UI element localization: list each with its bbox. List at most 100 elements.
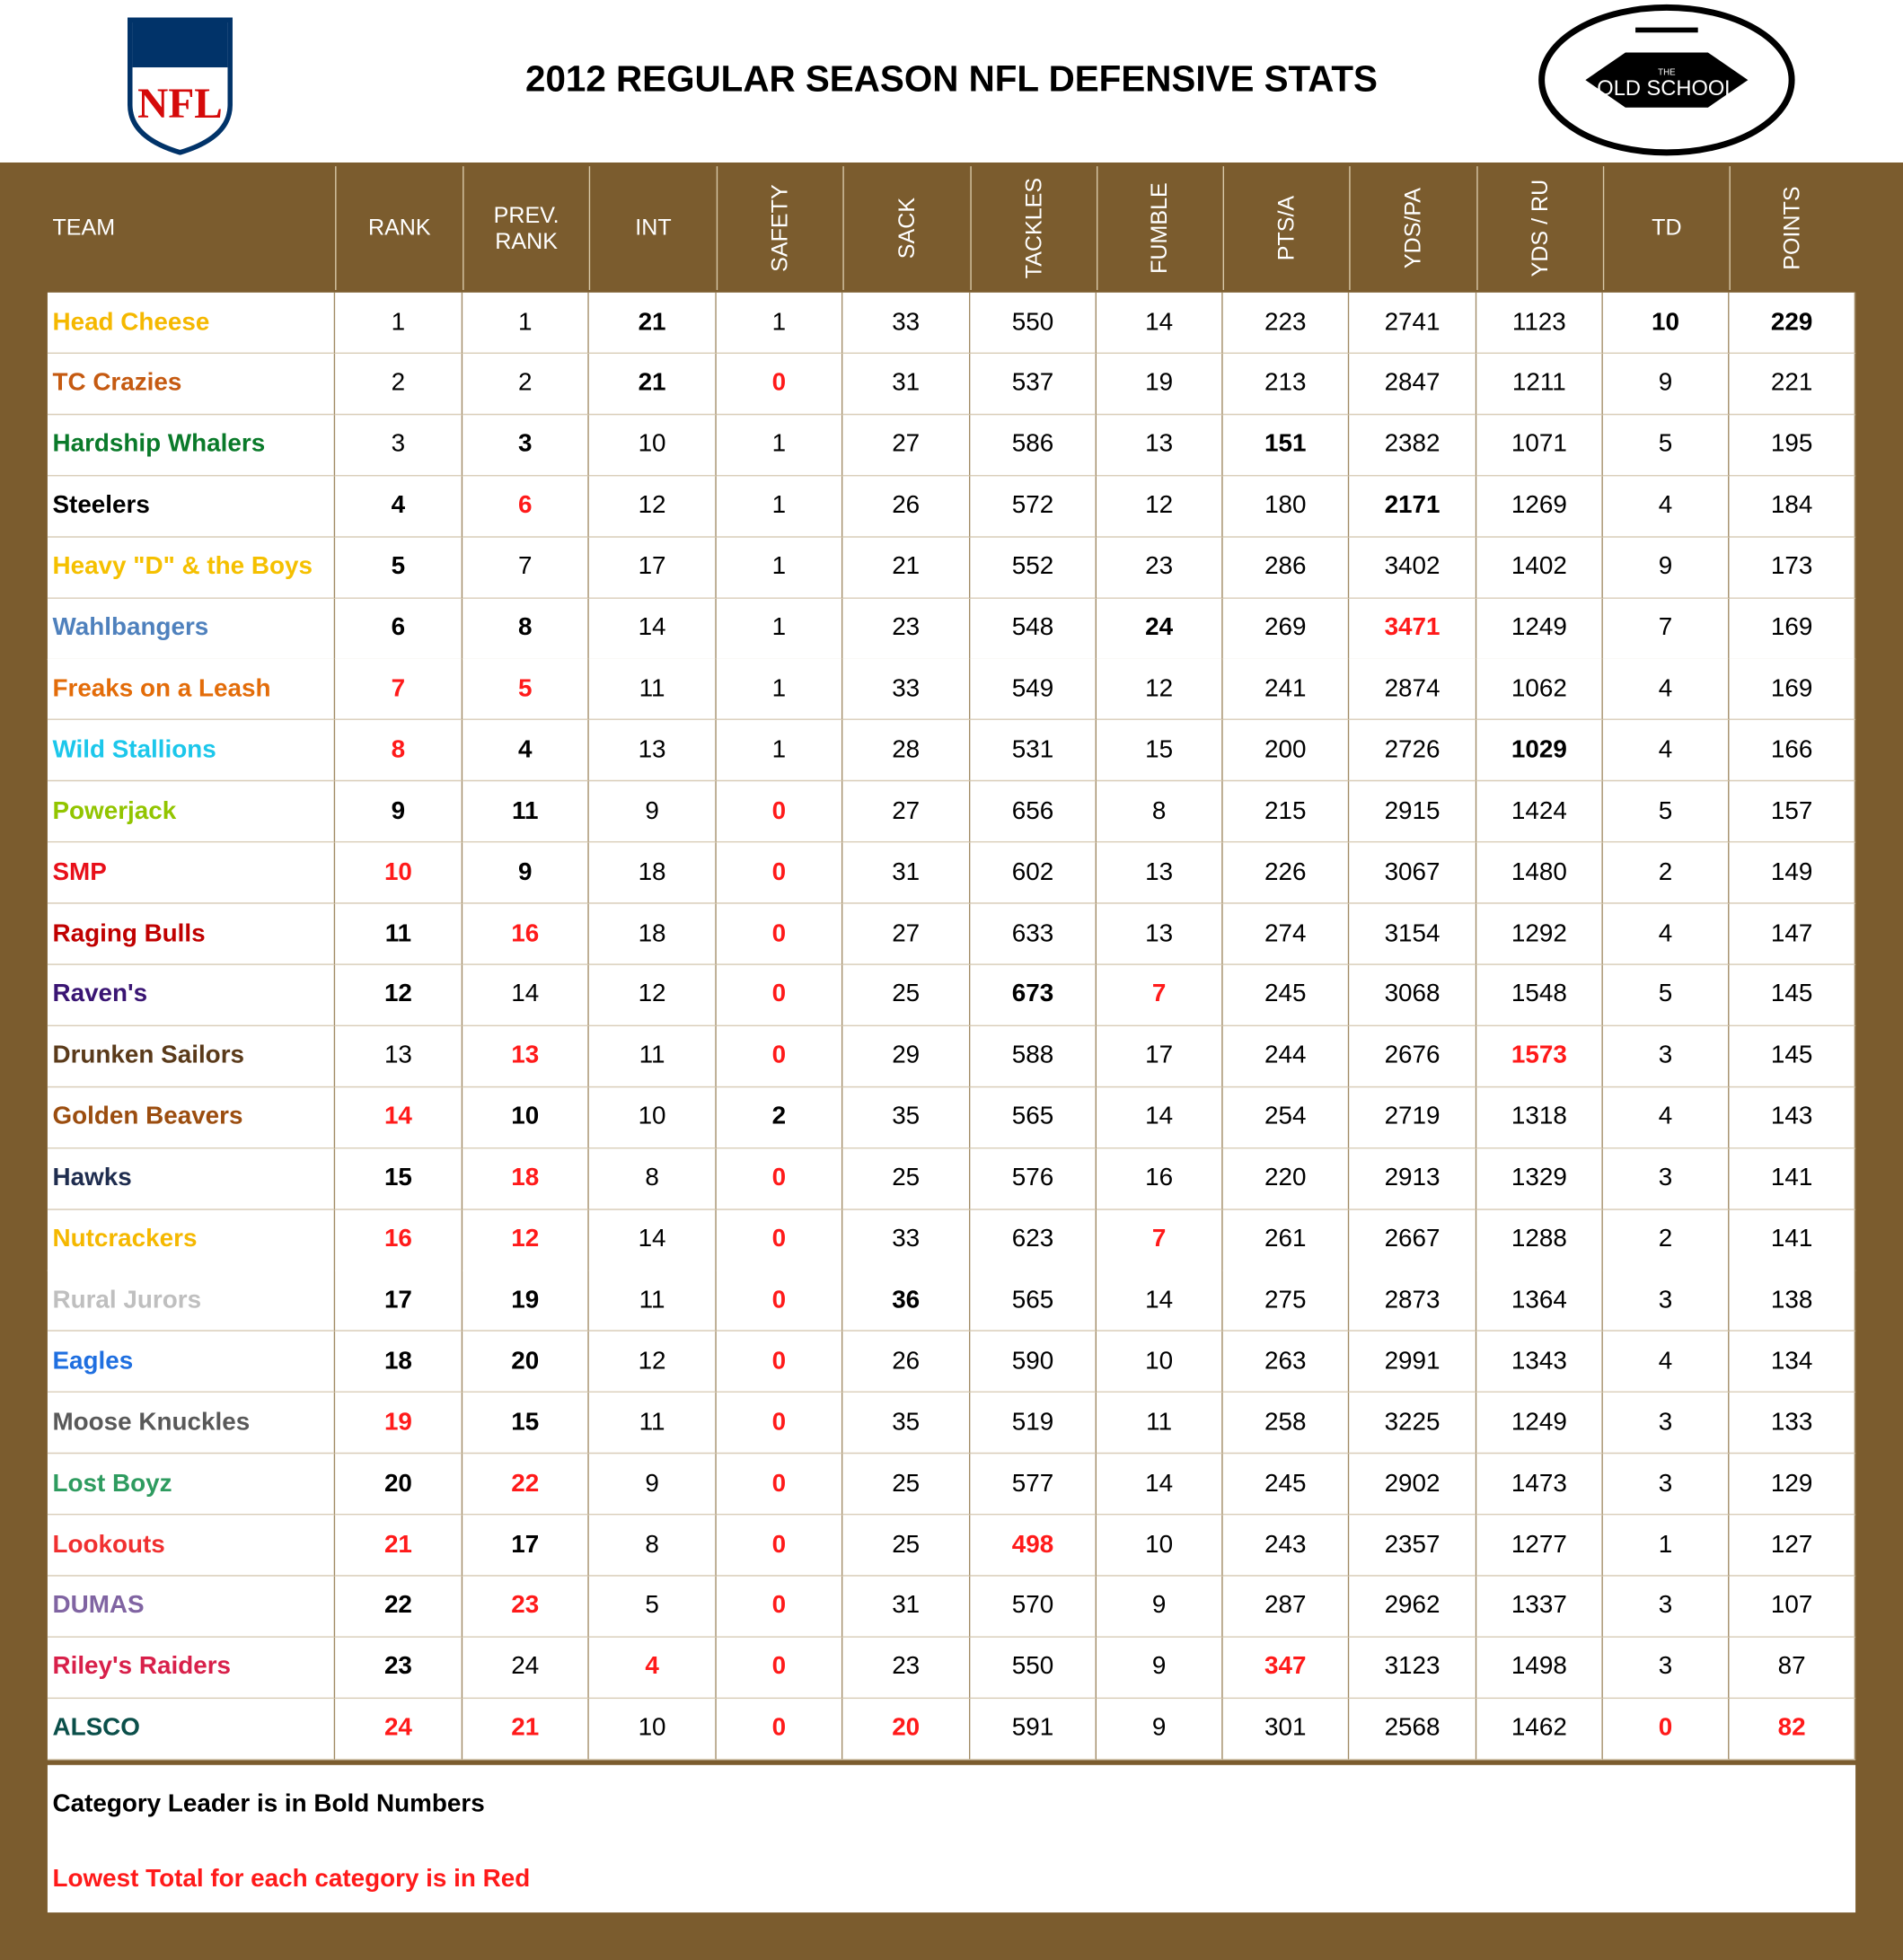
stat-cell: 9: [1097, 1637, 1223, 1699]
stat-cell: 12: [1097, 476, 1223, 538]
stat-cell: 8: [588, 1515, 717, 1577]
stat-cell: 577: [970, 1454, 1097, 1516]
stat-cell: 9: [1602, 537, 1730, 599]
stat-cell: 2847: [1349, 353, 1477, 416]
stat-cell: 0: [716, 1698, 843, 1760]
stat-cell: 15: [463, 1393, 589, 1455]
team-name: Powerjack: [47, 781, 336, 843]
stat-cell: 7: [1097, 964, 1223, 1026]
stat-cell: 15: [335, 1147, 463, 1210]
stat-cell: 13: [335, 1025, 463, 1087]
col-header: YDS/PA: [1349, 166, 1476, 290]
stat-cell: 12: [588, 1332, 717, 1393]
stat-cell: 2676: [1349, 1025, 1477, 1087]
stat-cell: 21: [842, 537, 971, 599]
stat-cell: 11: [588, 659, 717, 721]
stat-cell: 21: [463, 1698, 589, 1760]
stat-cell: 184: [1729, 476, 1856, 538]
stat-cell: 107: [1729, 1576, 1856, 1638]
stat-cell: 11: [588, 1270, 717, 1332]
col-header-text: PTS/A: [1273, 195, 1299, 261]
stat-cell: 498: [970, 1515, 1097, 1577]
stat-cell: 269: [1222, 598, 1350, 660]
stat-cell: 1071: [1476, 414, 1603, 477]
stat-cell: 8: [335, 720, 463, 782]
stat-cell: 5: [1602, 964, 1730, 1026]
col-header: TD: [1602, 166, 1730, 290]
stat-cell: 17: [1097, 1025, 1223, 1087]
stat-cell: 3: [463, 414, 589, 477]
stat-cell: 552: [970, 537, 1097, 599]
stat-cell: 12: [588, 476, 717, 538]
stat-cell: 14: [1097, 292, 1223, 354]
stat-cell: 2991: [1349, 1332, 1477, 1393]
stat-cell: 2: [1602, 1209, 1730, 1271]
stat-cell: 15: [1097, 720, 1223, 782]
stat-cell: 1343: [1476, 1332, 1603, 1393]
stat-cell: 2382: [1349, 414, 1477, 477]
stat-cell: 301: [1222, 1698, 1350, 1760]
stat-cell: 13: [463, 1025, 589, 1087]
team-name: ALSCO: [47, 1698, 336, 1760]
stat-cell: 20: [842, 1698, 971, 1760]
stat-cell: 1: [716, 476, 843, 538]
footer: Category Leader is in Bold Numbers Lowes…: [47, 1764, 1856, 1913]
stat-cell: 25: [842, 1147, 971, 1210]
nfl-logo-text: NFL: [137, 81, 223, 127]
col-header: RANK: [335, 166, 463, 290]
stat-cell: 1337: [1476, 1576, 1603, 1638]
stat-cell: 548: [970, 598, 1097, 660]
title: 2012 REGULAR SEASON NFL DEFENSIVE STATS: [524, 59, 1378, 101]
stat-cell: 519: [970, 1393, 1097, 1455]
team-name: Nutcrackers: [47, 1209, 336, 1271]
stat-cell: 8: [588, 1147, 717, 1210]
stat-cell: 220: [1222, 1147, 1350, 1210]
stat-cell: 87: [1729, 1637, 1856, 1699]
stat-cell: 0: [716, 1209, 843, 1271]
col-header: PTS/A: [1222, 166, 1350, 290]
stat-cell: 602: [970, 842, 1097, 904]
old-school-logo: THE OLD SCHOOL: [1538, 4, 1795, 156]
stat-cell: 36: [842, 1270, 971, 1332]
col-header: YDS / RU: [1476, 166, 1603, 290]
stat-cell: 3: [1602, 1637, 1730, 1699]
col-header-text: TACKLES: [1020, 177, 1046, 279]
stat-cell: 33: [842, 659, 971, 721]
stat-cell: 166: [1729, 720, 1856, 782]
stat-cell: 245: [1222, 1454, 1350, 1516]
stat-cell: 0: [716, 781, 843, 843]
team-name: Lost Boyz: [47, 1454, 336, 1516]
stat-cell: 27: [842, 903, 971, 965]
stat-cell: 1: [1602, 1515, 1730, 1577]
stat-cell: 261: [1222, 1209, 1350, 1271]
stat-cell: 0: [716, 842, 843, 904]
stat-cell: 5: [1602, 414, 1730, 477]
stat-cell: 570: [970, 1576, 1097, 1638]
stat-cell: 1: [335, 292, 463, 354]
stat-cell: 14: [1097, 1454, 1223, 1516]
col-header-text: SAFETY: [767, 184, 792, 272]
stat-cell: 25: [842, 1515, 971, 1577]
stat-cell: 2902: [1349, 1454, 1477, 1516]
stat-cell: 26: [842, 476, 971, 538]
stat-cell: 2171: [1349, 476, 1477, 538]
stat-cell: 23: [463, 1576, 589, 1638]
stat-cell: 531: [970, 720, 1097, 782]
team-name: Drunken Sailors: [47, 1025, 336, 1087]
stat-cell: 21: [588, 353, 717, 416]
stat-cell: 22: [463, 1454, 589, 1516]
stat-cell: 2: [335, 353, 463, 416]
stat-cell: 35: [842, 1086, 971, 1149]
stat-cell: 18: [463, 1147, 589, 1210]
stat-cell: 2726: [1349, 720, 1477, 782]
nfl-logo: NFL: [128, 17, 233, 155]
stat-cell: 145: [1729, 1025, 1856, 1087]
stat-cell: 2913: [1349, 1147, 1477, 1210]
stat-cell: 7: [335, 659, 463, 721]
stat-cell: 143: [1729, 1086, 1856, 1149]
stat-cell: 14: [463, 964, 589, 1026]
col-header: TEAM: [52, 215, 116, 241]
stat-cell: 20: [335, 1454, 463, 1516]
stat-cell: 223: [1222, 292, 1350, 354]
team-name: Raging Bulls: [47, 903, 336, 965]
